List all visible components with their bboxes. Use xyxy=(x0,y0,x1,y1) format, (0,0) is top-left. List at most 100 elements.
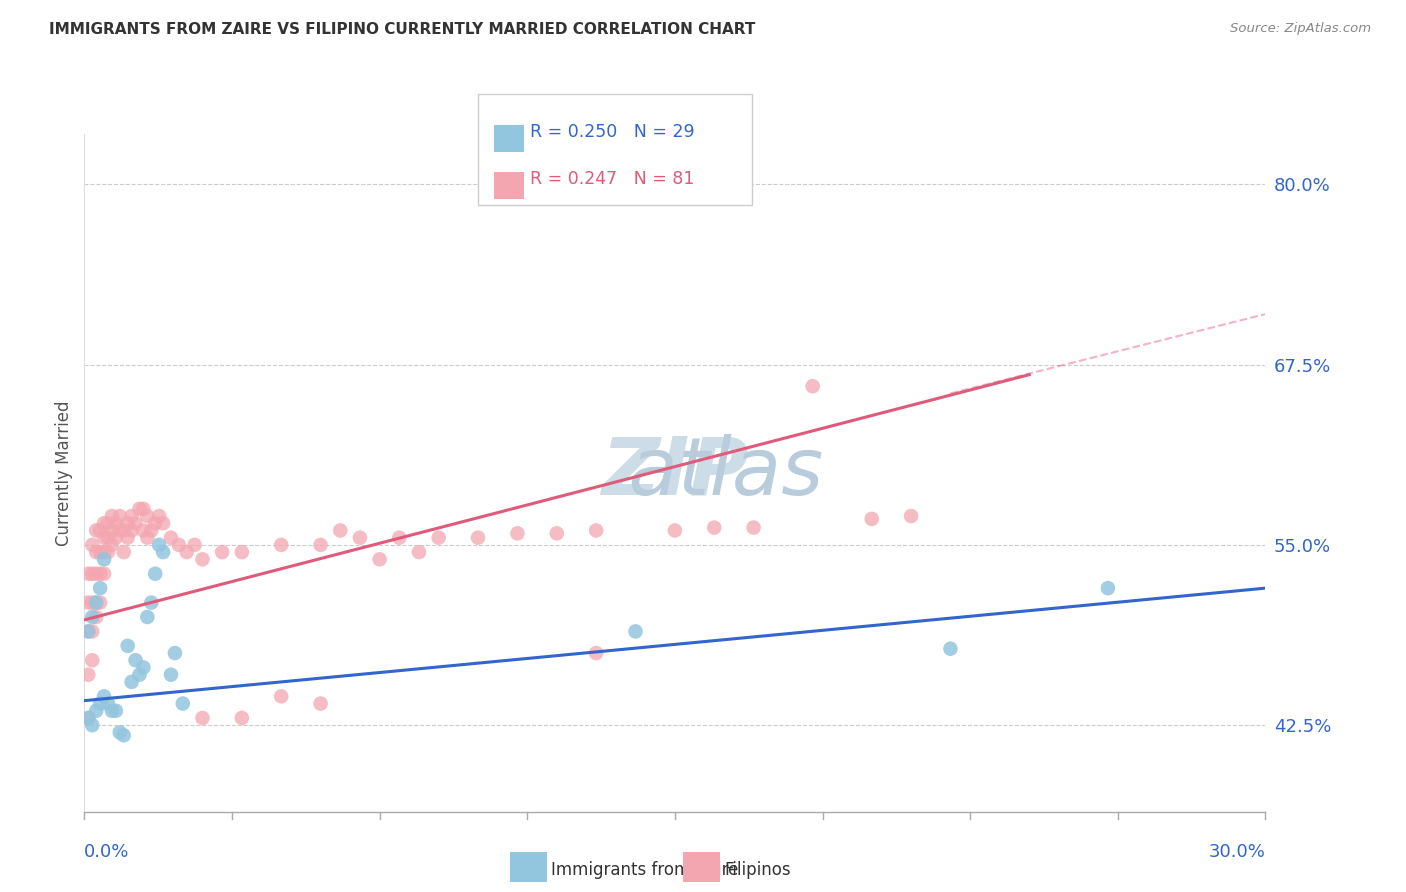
Text: atlas: atlas xyxy=(526,434,824,512)
Point xyxy=(97,516,120,531)
Point xyxy=(368,552,391,566)
Point xyxy=(141,596,163,610)
Point xyxy=(408,545,430,559)
Point xyxy=(77,596,100,610)
Point xyxy=(143,566,166,581)
Point xyxy=(506,526,529,541)
Point xyxy=(427,531,450,545)
Point xyxy=(89,581,111,595)
Point xyxy=(89,596,111,610)
Point xyxy=(136,509,159,524)
Point xyxy=(93,516,115,531)
Point xyxy=(108,524,131,538)
Point xyxy=(82,566,104,581)
Point xyxy=(860,512,883,526)
Point xyxy=(388,531,411,545)
Point xyxy=(141,524,163,538)
Point xyxy=(84,596,107,610)
Point xyxy=(900,509,922,524)
Point xyxy=(939,641,962,656)
Text: 0.0%: 0.0% xyxy=(84,843,129,861)
Point xyxy=(82,624,104,639)
Point xyxy=(211,545,233,559)
Point xyxy=(77,624,100,639)
Point xyxy=(101,524,124,538)
Point xyxy=(93,566,115,581)
Point xyxy=(117,531,139,545)
Point xyxy=(270,690,292,704)
Point xyxy=(152,516,174,531)
Point xyxy=(121,674,143,689)
Point xyxy=(132,501,155,516)
Point xyxy=(624,624,647,639)
Point xyxy=(136,531,159,545)
Point xyxy=(143,516,166,531)
Point xyxy=(84,524,107,538)
Point xyxy=(467,531,489,545)
Point xyxy=(93,545,115,559)
Point xyxy=(84,610,107,624)
Text: IMMIGRANTS FROM ZAIRE VS FILIPINO CURRENTLY MARRIED CORRELATION CHART: IMMIGRANTS FROM ZAIRE VS FILIPINO CURREN… xyxy=(49,22,755,37)
Point xyxy=(124,653,146,667)
Point xyxy=(349,531,371,545)
Text: Source: ZipAtlas.com: Source: ZipAtlas.com xyxy=(1230,22,1371,36)
Point xyxy=(585,646,607,660)
Point xyxy=(89,566,111,581)
Point xyxy=(231,545,253,559)
Point xyxy=(101,538,124,552)
Point xyxy=(160,531,183,545)
Point xyxy=(84,545,107,559)
Point xyxy=(93,690,115,704)
Point xyxy=(77,667,100,681)
Text: Filipinos: Filipinos xyxy=(724,861,790,879)
Point xyxy=(124,516,146,531)
Point xyxy=(117,516,139,531)
Point xyxy=(801,379,824,393)
Point xyxy=(742,520,765,534)
Point xyxy=(148,509,170,524)
Point xyxy=(231,711,253,725)
Point xyxy=(585,524,607,538)
Text: R = 0.247   N = 81: R = 0.247 N = 81 xyxy=(530,170,695,188)
Point xyxy=(703,520,725,534)
Point xyxy=(84,596,107,610)
Point xyxy=(136,610,159,624)
Point xyxy=(82,718,104,732)
Point xyxy=(167,538,190,552)
Point xyxy=(82,596,104,610)
Point xyxy=(329,524,352,538)
Point xyxy=(112,524,135,538)
Point xyxy=(93,531,115,545)
Point xyxy=(270,538,292,552)
Point xyxy=(89,524,111,538)
Text: ZIP: ZIP xyxy=(602,434,748,512)
Point xyxy=(1097,581,1119,595)
Point xyxy=(121,509,143,524)
Point xyxy=(97,545,120,559)
Point xyxy=(132,660,155,674)
Point xyxy=(309,538,332,552)
Point xyxy=(82,610,104,624)
Point xyxy=(191,711,214,725)
Point xyxy=(97,531,120,545)
Point xyxy=(77,711,100,725)
Point xyxy=(176,545,198,559)
Point xyxy=(128,667,150,681)
Point xyxy=(191,552,214,566)
Point xyxy=(89,545,111,559)
Point xyxy=(183,538,205,552)
Point xyxy=(163,646,186,660)
Point xyxy=(546,526,568,541)
Point xyxy=(77,566,100,581)
Point xyxy=(117,639,139,653)
Point xyxy=(82,538,104,552)
Text: Immigrants from Zaire: Immigrants from Zaire xyxy=(551,861,738,879)
Point xyxy=(84,704,107,718)
Point xyxy=(82,653,104,667)
Point xyxy=(108,725,131,739)
Point xyxy=(112,728,135,742)
Point xyxy=(89,697,111,711)
Point xyxy=(104,531,127,545)
Point xyxy=(309,697,332,711)
Point xyxy=(104,516,127,531)
